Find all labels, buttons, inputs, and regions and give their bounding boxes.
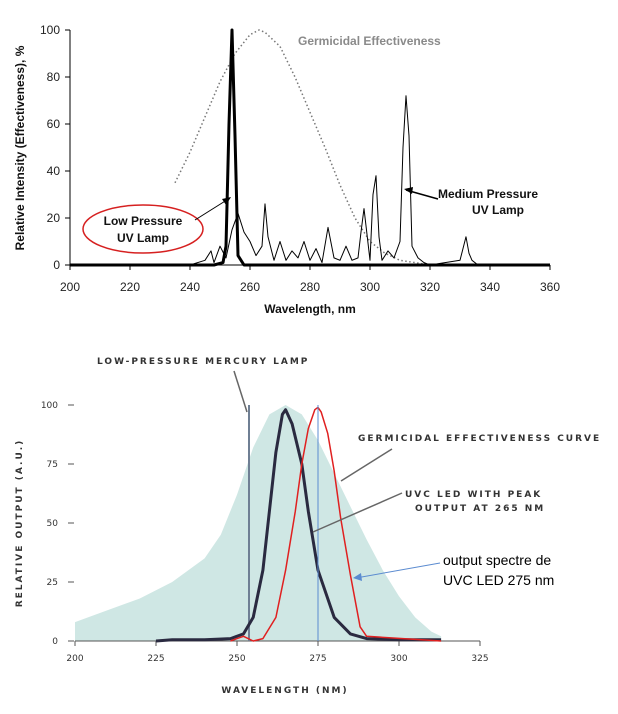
c1-low-pressure-line	[70, 28, 550, 267]
c1-y-tick-label: 20	[47, 211, 61, 225]
c1-low-pressure-arrowhead	[222, 197, 231, 205]
c2-x-tick-label: 325	[471, 654, 488, 664]
c1-medium-pressure-label-line2: UV Lamp	[472, 203, 524, 217]
c1-y-label: Relative Intensity (Effectiveness), %	[13, 45, 27, 250]
c1-x-tick-label: 320	[420, 280, 440, 294]
c1-x-tick-label: 340	[480, 280, 500, 294]
c1-low-pressure-label-line2: UV Lamp	[117, 231, 169, 245]
c2-uvc275-line	[230, 406, 442, 642]
c2-uvc265-label-line1: UVC LED WITH PEAK	[405, 490, 542, 500]
c2-y-tick-label: 0	[52, 637, 58, 647]
c2-y-tick-label: 50	[47, 519, 59, 529]
c1-y-tick-label: 40	[47, 164, 61, 178]
c2-x-tick-label: 300	[390, 654, 407, 664]
c2-uvc265-label-line2: OUTPUT AT 265 NM	[415, 504, 545, 514]
c1-y-tick-label: 60	[47, 117, 61, 131]
c2-uvc265-pointer	[312, 492, 403, 533]
c1-x-tick-label: 200	[60, 280, 80, 294]
c2-germicidal-area	[75, 405, 442, 641]
c2-uvc275-label-line2: UVC LED 275 nm	[443, 572, 554, 588]
c2-x-tick-label: 275	[309, 654, 326, 664]
c1-low-pressure-label-line1: Low Pressure	[104, 214, 183, 228]
c2-y-label: RELATIVE OUTPUT (A.U.)	[15, 439, 25, 608]
c2-x-tick-label: 250	[228, 654, 245, 664]
c2-uvc275-arrowhead	[353, 573, 362, 581]
c1-low-pressure-circle	[82, 204, 204, 254]
c2-y-tick-label: 25	[47, 578, 58, 588]
c1-y-tick-label: 100	[40, 23, 60, 37]
c1-x-label: Wavelength, nm	[264, 302, 356, 316]
c1-medium-pressure-label-line1: Medium Pressure	[438, 187, 538, 201]
c1-medium-pressure-line	[189, 95, 505, 266]
c2-germicidal-curve-pointer	[340, 448, 393, 482]
c1-x-tick-label: 240	[180, 280, 200, 294]
c1-y-tick-label: 0	[53, 258, 60, 272]
chart-2: 200 225 250 275 300 325 0 25 50 75 100 WAVELENGTH …	[15, 357, 601, 696]
c2-uvc275-pointer	[355, 562, 441, 579]
c2-x-tick-label: 225	[147, 654, 164, 664]
c1-x-tick-label: 280	[300, 280, 320, 294]
c1-x-tick-label: 260	[240, 280, 260, 294]
chart-1: 200 220 240 260 280 300 320 340 360020406080100 …	[13, 23, 560, 316]
c2-y-tick-label: 75	[47, 460, 58, 470]
c1-x-tick-label: 300	[360, 280, 380, 294]
c2-x-label: WAVELENGTH (NM)	[221, 686, 348, 696]
c1-x-tick-label: 220	[120, 280, 140, 294]
c1-germicidal-line	[174, 29, 431, 266]
c2-mercury-lamp-label: LOW-PRESSURE MERCURY LAMP	[97, 357, 309, 367]
c2-x-tick-label: 200	[66, 654, 83, 664]
c2-uvc275-label-line1: output spectre de	[443, 552, 551, 568]
c1-y-tick-label: 80	[47, 70, 61, 84]
c2-germicidal-curve-label: GERMICIDAL EFFECTIVENESS CURVE	[358, 434, 601, 444]
c1-x-tick-label: 360	[540, 280, 560, 294]
c2-y-tick-label: 100	[41, 401, 58, 411]
c2-uvc265-line	[155, 408, 442, 643]
c1-medium-pressure-arrowhead	[404, 187, 413, 194]
c2-mercury-lamp-pointer	[233, 370, 248, 413]
c1-germicidal-legend: Germicidal Effectiveness	[298, 34, 441, 48]
